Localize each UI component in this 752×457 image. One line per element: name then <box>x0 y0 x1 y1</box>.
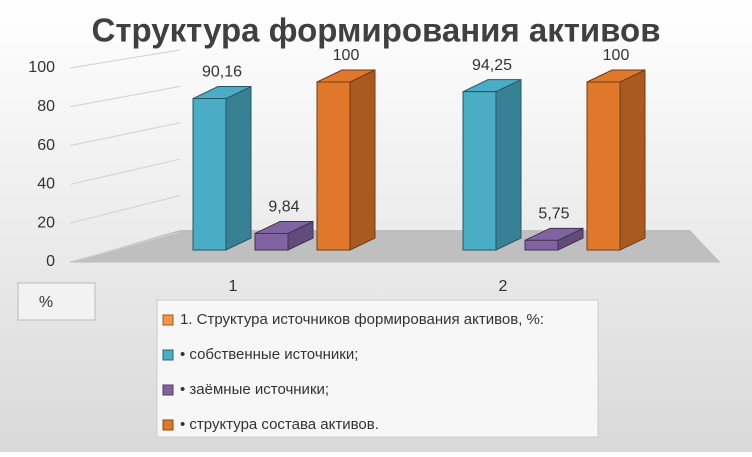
legend-swatch <box>162 349 174 361</box>
bar <box>462 91 497 251</box>
y-tick-label: 20 <box>37 214 55 231</box>
bar-side <box>495 78 522 251</box>
legend-swatch <box>162 314 174 326</box>
bar <box>254 232 289 251</box>
value-label: 94,25 <box>472 57 512 74</box>
y-tick-label: 0 <box>46 253 55 270</box>
bar-side <box>619 69 646 251</box>
y-tick-label: 60 <box>37 137 55 154</box>
bar <box>524 239 559 251</box>
y-tick-label: 40 <box>37 176 55 193</box>
grid-line <box>69 231 181 263</box>
bar <box>192 98 227 251</box>
value-label: 9,84 <box>268 199 299 216</box>
axis-label-box <box>17 282 96 321</box>
x-tick-label: 1 <box>229 278 238 295</box>
grid-line <box>69 195 181 224</box>
legend-label: • структура состава активов. <box>180 416 379 433</box>
bar <box>316 81 351 251</box>
y-axis-label: % <box>39 294 53 311</box>
value-label: 90,16 <box>202 64 242 81</box>
legend-label: 1. Структура источников формирования акт… <box>180 311 544 328</box>
y-tick-label: 100 <box>28 59 55 76</box>
grid-line <box>69 122 181 147</box>
grid-line <box>69 85 181 108</box>
grid-line <box>69 158 181 185</box>
grid-line <box>69 49 181 69</box>
legend-swatch <box>162 419 174 431</box>
legend-swatch <box>162 384 174 396</box>
legend <box>156 299 599 438</box>
bar <box>586 81 621 251</box>
legend-label: • заёмные источники; <box>180 381 329 398</box>
chart-title: Структура формирования активов <box>92 12 661 49</box>
value-label: 100 <box>333 47 360 64</box>
y-tick-label: 80 <box>37 98 55 115</box>
value-label: 5,75 <box>538 206 569 223</box>
legend-label: • собственные источники; <box>180 346 358 363</box>
bar-side <box>349 69 376 251</box>
value-label: 100 <box>603 47 630 64</box>
bar-side <box>225 85 252 251</box>
x-tick-label: 2 <box>499 278 508 295</box>
